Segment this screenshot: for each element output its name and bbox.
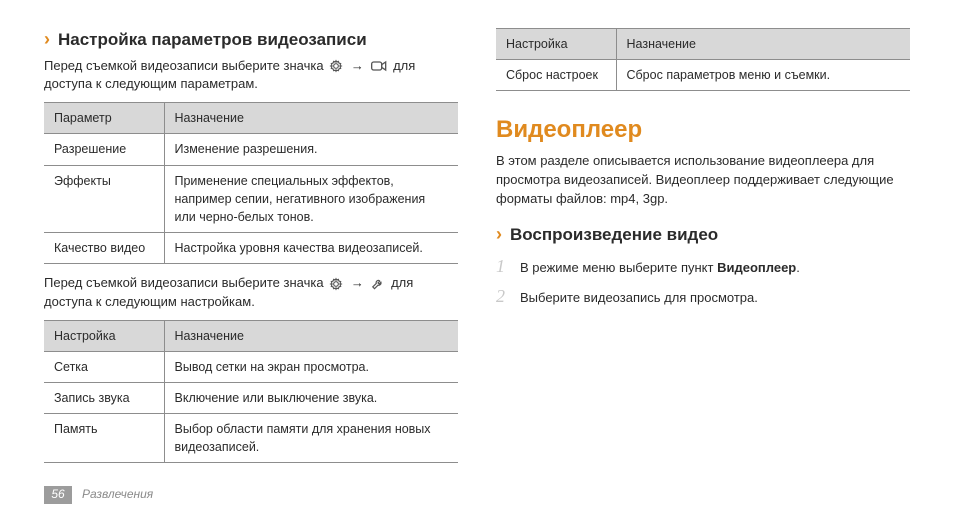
col-setting: Настройка bbox=[44, 320, 164, 351]
step-text: Выберите видеозапись для просмотра. bbox=[520, 289, 758, 308]
wrench-icon bbox=[371, 277, 385, 291]
text: . bbox=[796, 260, 800, 275]
table-row: ПамятьВыбор области памяти для хранения … bbox=[44, 414, 458, 463]
step-2: 2 Выберите видеозапись для просмотра. bbox=[496, 283, 910, 309]
table-row: РазрешениеИзменение разрешения. bbox=[44, 134, 458, 165]
step-number: 2 bbox=[496, 283, 510, 309]
left-column: › Настройка параметров видеозаписи Перед… bbox=[44, 28, 458, 473]
cell: Память bbox=[44, 414, 164, 463]
camcorder-icon bbox=[371, 59, 387, 73]
step-1: 1 В режиме меню выберите пункт Видеоплее… bbox=[496, 253, 910, 279]
chevron-icon: › bbox=[496, 225, 502, 243]
col-param: Параметр bbox=[44, 103, 164, 134]
table-row: Сброс настроекСброс параметров меню и съ… bbox=[496, 60, 910, 91]
section-title-videoplayer: Видеоплеер bbox=[496, 113, 910, 148]
table-row: Качество видеоНастройка уровня качества … bbox=[44, 232, 458, 263]
arrow-icon: → bbox=[351, 275, 364, 290]
col-setting: Настройка bbox=[496, 29, 616, 60]
heading-text: Настройка параметров видеозаписи bbox=[58, 28, 367, 53]
table-header: Настройка Назначение bbox=[44, 320, 458, 351]
videoplayer-intro: В этом разделе описывается использование… bbox=[496, 152, 910, 209]
cell: Сброс параметров меню и съемки. bbox=[616, 60, 910, 91]
heading-playback: › Воспроизведение видео bbox=[496, 223, 910, 248]
table-params: Параметр Назначение РазрешениеИзменение … bbox=[44, 102, 458, 264]
cell: Разрешение bbox=[44, 134, 164, 165]
col-purpose: Назначение bbox=[164, 103, 458, 134]
chevron-icon: › bbox=[44, 30, 50, 48]
cell: Вывод сетки на экран просмотра. bbox=[164, 351, 458, 382]
cell: Применение специальных эффектов, наприме… bbox=[164, 165, 458, 232]
cell: Запись звука bbox=[44, 383, 164, 414]
step-text: В режиме меню выберите пункт Видеоплеер. bbox=[520, 259, 800, 278]
col-purpose: Назначение bbox=[164, 320, 458, 351]
gear-icon bbox=[329, 277, 343, 291]
right-column: Настройка Назначение Сброс настроекСброс… bbox=[496, 28, 910, 473]
intro-params: Перед съемкой видеозаписи выберите значк… bbox=[44, 57, 458, 95]
text-bold: Видеоплеер bbox=[717, 260, 796, 275]
cell: Изменение разрешения. bbox=[164, 134, 458, 165]
table-row: СеткаВывод сетки на экран просмотра. bbox=[44, 351, 458, 382]
table-row: ЭффектыПрименение специальных эффектов, … bbox=[44, 165, 458, 232]
footer-label: Развлечения bbox=[82, 486, 153, 503]
heading-video-settings: › Настройка параметров видеозаписи bbox=[44, 28, 458, 53]
text: В режиме меню выберите пункт bbox=[520, 260, 717, 275]
page-number: 56 bbox=[44, 486, 72, 504]
col-purpose: Назначение bbox=[616, 29, 910, 60]
cell: Качество видео bbox=[44, 232, 164, 263]
cell: Настройка уровня качества видеозаписей. bbox=[164, 232, 458, 263]
playback-steps: 1 В режиме меню выберите пункт Видеоплее… bbox=[496, 253, 910, 309]
cell: Выбор области памяти для хранения новых … bbox=[164, 414, 458, 463]
cell: Эффекты bbox=[44, 165, 164, 232]
text: Перед съемкой видеозаписи выберите значк… bbox=[44, 58, 324, 73]
gear-icon bbox=[329, 59, 343, 73]
text: Перед съемкой видеозаписи выберите значк… bbox=[44, 275, 324, 290]
intro-settings: Перед съемкой видеозаписи выберите значк… bbox=[44, 274, 458, 312]
page-footer: 56 Развлечения bbox=[44, 486, 153, 504]
table-settings: Настройка Назначение СеткаВывод сетки на… bbox=[44, 320, 458, 464]
arrow-icon: → bbox=[351, 58, 364, 73]
table-header: Параметр Назначение bbox=[44, 103, 458, 134]
cell: Сетка bbox=[44, 351, 164, 382]
step-number: 1 bbox=[496, 253, 510, 279]
table-reset: Настройка Назначение Сброс настроекСброс… bbox=[496, 28, 910, 91]
table-header: Настройка Назначение bbox=[496, 29, 910, 60]
cell: Включение или выключение звука. bbox=[164, 383, 458, 414]
heading-text: Воспроизведение видео bbox=[510, 223, 718, 248]
cell: Сброс настроек bbox=[496, 60, 616, 91]
table-row: Запись звукаВключение или выключение зву… bbox=[44, 383, 458, 414]
